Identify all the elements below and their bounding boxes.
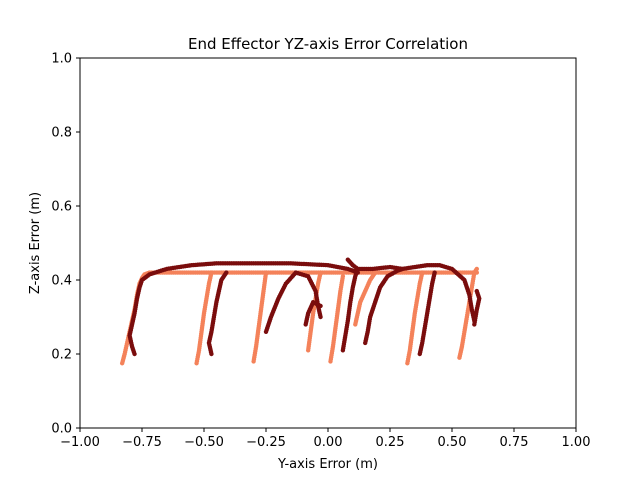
scatter-series-1 (119, 266, 479, 366)
x-axis-ticks: −1.00 −0.75 −0.50 −0.25 0.00 0.25 0.50 0.75 1.00 (60, 428, 590, 450)
x-tick-label: 1.00 (562, 435, 591, 450)
y-tick-label: 1.0 (51, 52, 72, 67)
x-tick-label: 0.25 (376, 435, 405, 450)
x-tick-label: 0.50 (438, 435, 467, 450)
scatter-point (432, 270, 437, 275)
y-tick-label: 0.0 (51, 422, 72, 437)
y-axis-ticks: 0.0 0.2 0.4 0.6 0.8 1.0 (51, 52, 80, 437)
x-tick-label: −0.50 (184, 435, 224, 450)
x-tick-label: −1.00 (60, 435, 100, 450)
chart-title: End Effector YZ-axis Error Correlation (188, 35, 468, 53)
scatter-point (318, 314, 323, 320)
plot-area (80, 58, 576, 428)
y-tick-label: 0.6 (51, 200, 72, 215)
scatter-point (263, 270, 269, 275)
data-points (119, 257, 482, 366)
scatter-point (372, 270, 378, 275)
y-tick-label: 0.2 (51, 348, 72, 363)
scatter-point (474, 288, 479, 294)
scatter-point (340, 274, 346, 279)
scatter-point (318, 270, 323, 275)
y-tick-label: 0.4 (51, 274, 72, 289)
scatter-point (209, 270, 214, 275)
x-tick-label: −0.25 (246, 435, 286, 450)
scatter-series-2 (127, 257, 482, 357)
x-axis-label: Y-axis Error (m) (277, 457, 378, 472)
scatter-point (474, 266, 479, 272)
x-tick-label: 0.75 (500, 435, 529, 450)
x-tick-label: −0.75 (122, 435, 162, 450)
y-axis-label: Z-axis Error (m) (28, 192, 43, 294)
y-tick-label: 0.8 (51, 126, 72, 141)
x-tick-label: 0.00 (314, 435, 343, 450)
scatter-point (224, 270, 229, 275)
scatter-point (420, 270, 425, 275)
scatter-point (318, 303, 323, 309)
